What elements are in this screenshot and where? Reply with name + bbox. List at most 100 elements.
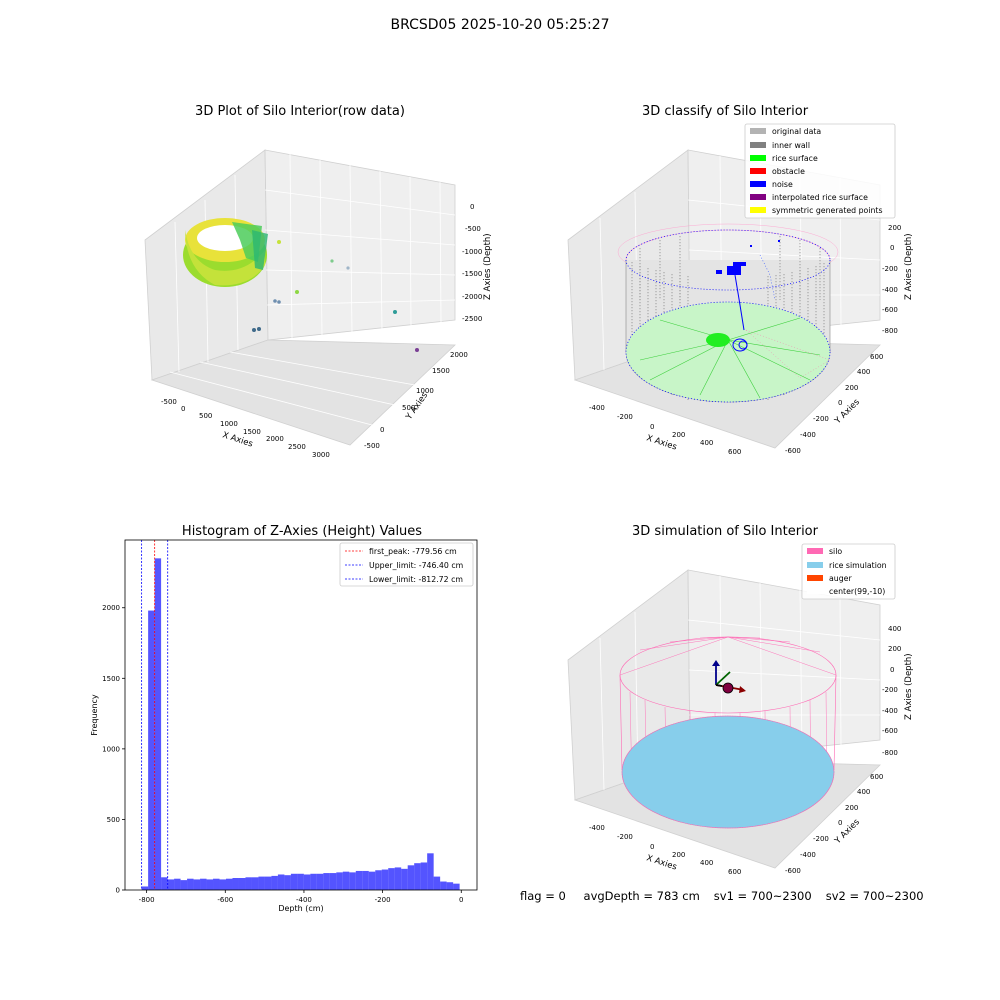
classify-tick-labels: -400 -200 0 200 400 600 -600 -400 -200 0… (589, 224, 901, 456)
raw-xtick: 3000 (312, 451, 330, 459)
raw-xtick: 1000 (220, 420, 238, 428)
legend-label: Lower_limit: -812.72 cm (369, 575, 463, 584)
histogram-bar (284, 875, 291, 890)
histogram-bar (407, 865, 415, 890)
classify-xtick: 0 (650, 423, 654, 431)
legend-label: interpolated rice surface (772, 193, 868, 202)
histogram-bar (446, 882, 454, 890)
raw-ztick: -2000 (462, 293, 482, 301)
simulation-ytick: 400 (857, 788, 870, 796)
simulation-legend: silo rice simulation auger center(99,-10… (801, 543, 896, 600)
classify-ytick: -600 (785, 447, 801, 455)
legend-label: Upper_limit: -746.40 cm (369, 561, 463, 570)
simulation-xtick: 600 (728, 868, 741, 876)
simulation-plot-title: 3D simulation of Silo Interior (632, 524, 818, 539)
simulation-ylabel: Y Axies (832, 817, 862, 847)
status-line: flag = 0 avgDepth = 783 cm sv1 = 700~2300… (520, 889, 938, 903)
histogram-bar (258, 876, 265, 890)
legend-label: noise (772, 180, 793, 189)
raw-ztick: -1500 (462, 270, 482, 278)
classify-ztick: -600 (882, 306, 898, 314)
auger-arrows (712, 660, 746, 694)
x-tick-label: -200 (375, 896, 391, 904)
simulation-ztick: -200 (882, 686, 898, 694)
histogram-title: Histogram of Z-Axies (Height) Values (181, 524, 423, 539)
histogram-bar (141, 886, 149, 890)
histogram-bar (154, 558, 162, 890)
raw-ztick: 0 (470, 203, 474, 211)
histogram-bar (427, 853, 434, 890)
raw-ytick: 0 (380, 426, 384, 434)
histogram-bar (219, 879, 226, 890)
classify-xtick: 400 (700, 439, 713, 447)
simulation-xtick: -400 (589, 824, 605, 832)
legend-label: original data (772, 127, 821, 136)
y-tick-label: 0 (116, 887, 120, 895)
histogram-bar (355, 870, 363, 890)
silo-cylinder-points (617, 223, 839, 403)
legend-label: center(99,-10) (829, 587, 885, 596)
flag-text: flag = 0 (520, 889, 566, 903)
raw-plot-title: 3D Plot of Silo Interior(row data) (195, 104, 405, 119)
histogram-bar (414, 863, 421, 890)
legend-label: rice surface (772, 154, 818, 163)
simulation-ytick: -400 (800, 851, 816, 859)
y-tick-label: 2000 (102, 604, 120, 612)
simulation-ztick: 400 (888, 625, 901, 633)
histogram-bar (213, 878, 220, 890)
histogram-bar (148, 610, 155, 890)
raw-tick-labels: -500 0 500 1000 1500 2000 2500 3000 -500… (161, 203, 482, 459)
legend-swatch (750, 142, 766, 148)
simulation-ytick: 200 (845, 804, 858, 812)
histogram-bar (342, 871, 350, 890)
histogram-bar (297, 873, 304, 890)
y-tick-label: 500 (107, 816, 120, 824)
classify-ytick: 200 (845, 384, 858, 392)
classify-ytick: -400 (800, 431, 816, 439)
histogram-bar (290, 873, 298, 890)
simulation-ztick: 200 (888, 645, 901, 653)
classify-ztick: 0 (890, 244, 894, 252)
classify-ytick: 600 (870, 353, 883, 361)
classify-ztick: -200 (882, 265, 898, 273)
simulation-ytick: -600 (785, 867, 801, 875)
simulation-zlabel: Z Axies (Depth) (904, 653, 914, 720)
histogram-bar (225, 878, 233, 890)
raw-ytick: 2000 (450, 351, 468, 359)
histogram-xlabel: Depth (cm) (278, 904, 323, 913)
raw-point-cloud (183, 218, 268, 287)
raw-outlier-points (252, 240, 419, 352)
legend-swatch (807, 548, 823, 554)
histogram-bar (264, 876, 272, 890)
raw-ztick: -500 (465, 225, 481, 233)
histogram-bar (180, 880, 188, 890)
histogram-legend: first_peak: -779.56 cm Upper_limit: -746… (339, 542, 474, 587)
simulation-tick-labels: -400 -200 0 200 400 600 -600 -400 -200 0… (589, 625, 901, 876)
simulation-ztick: -600 (882, 727, 898, 735)
histogram-bar (161, 877, 168, 890)
legend-label: first_peak: -779.56 cm (369, 547, 457, 556)
raw-ytick: 1500 (432, 367, 450, 375)
histogram-bar (394, 867, 402, 890)
classify-ytick: 400 (857, 368, 870, 376)
histogram-bar (433, 876, 441, 890)
x-tick-label: -400 (296, 896, 312, 904)
histogram-bar (187, 878, 194, 890)
noise-points (716, 240, 780, 331)
classify-ytick: 0 (838, 399, 842, 407)
histogram-bar (388, 868, 395, 890)
classify-zlabel: Z Axies (Depth) (904, 233, 914, 300)
classify-ztick: -800 (882, 327, 898, 335)
x-tick-label: -800 (139, 896, 155, 904)
legend-swatch (750, 168, 766, 174)
simulation-ztick: 0 (890, 666, 894, 674)
histogram-bar (303, 874, 311, 890)
histogram-frame (124, 539, 478, 891)
raw-ytick: 500 (402, 404, 415, 412)
histogram-bar (375, 870, 382, 890)
raw-axes-panes (144, 149, 456, 446)
legend-swatch (807, 575, 823, 581)
histogram-bar (174, 878, 181, 890)
